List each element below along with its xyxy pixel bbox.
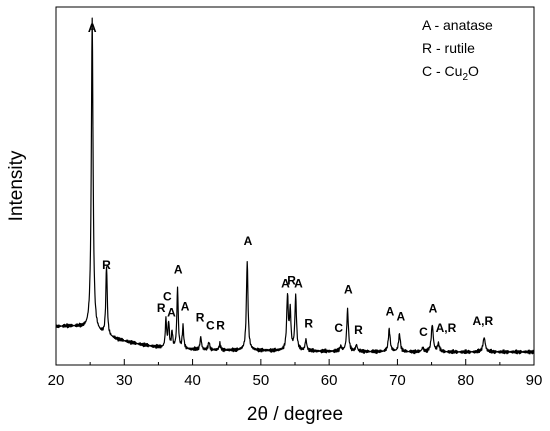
x-tick-label: 60 <box>321 372 338 389</box>
peak-label: A <box>174 263 183 277</box>
legend-entry-rutile: R - rutile <box>422 40 475 56</box>
peak-label: A <box>344 283 353 297</box>
x-tick-label: 80 <box>457 372 474 389</box>
legend: A - anatase R - rutile C - Cu2O <box>422 17 493 83</box>
peak-label: A <box>294 277 303 291</box>
peak-label: R <box>216 319 225 333</box>
peak-label: R <box>102 258 111 272</box>
series-line <box>55 17 535 355</box>
peak-label: R <box>157 301 166 315</box>
x-tick-label: 40 <box>184 372 201 389</box>
peak-label: A <box>244 234 253 248</box>
peak-label: A <box>167 305 176 319</box>
peak-label: C <box>419 325 428 339</box>
xrd-pattern-series <box>55 17 535 355</box>
legend-entry-anatase: A - anatase <box>422 17 493 33</box>
peak-label: A <box>396 310 405 324</box>
peak-label: A <box>386 305 395 319</box>
peak-label: C <box>334 321 343 335</box>
peak-label: A <box>429 302 438 316</box>
peak-label: A <box>281 277 290 291</box>
x-tick-label: 50 <box>253 372 270 389</box>
peak-label: R <box>354 323 363 337</box>
y-axis-title: Intensity <box>6 150 27 221</box>
x-axis-ticks: 20 30 40 50 60 70 80 90 <box>48 359 543 389</box>
peak-label: C <box>163 290 172 304</box>
peak-label: R <box>196 310 205 324</box>
x-tick-label: 30 <box>116 372 133 389</box>
x-tick-label: 70 <box>389 372 406 389</box>
x-tick-label: 20 <box>48 372 65 389</box>
peak-label: A <box>181 300 190 314</box>
x-tick-label: 90 <box>526 372 543 389</box>
peak-label: A,R <box>472 314 493 328</box>
peak-label: A <box>88 21 97 35</box>
x-axis-title: 2θ / degree <box>247 404 343 425</box>
peak-label: R <box>287 274 296 288</box>
legend-entry-cu2o: C - Cu2O <box>422 63 479 83</box>
peak-label: R <box>304 317 313 331</box>
peak-label: A,R <box>436 321 457 335</box>
peak-label: C <box>206 319 215 333</box>
